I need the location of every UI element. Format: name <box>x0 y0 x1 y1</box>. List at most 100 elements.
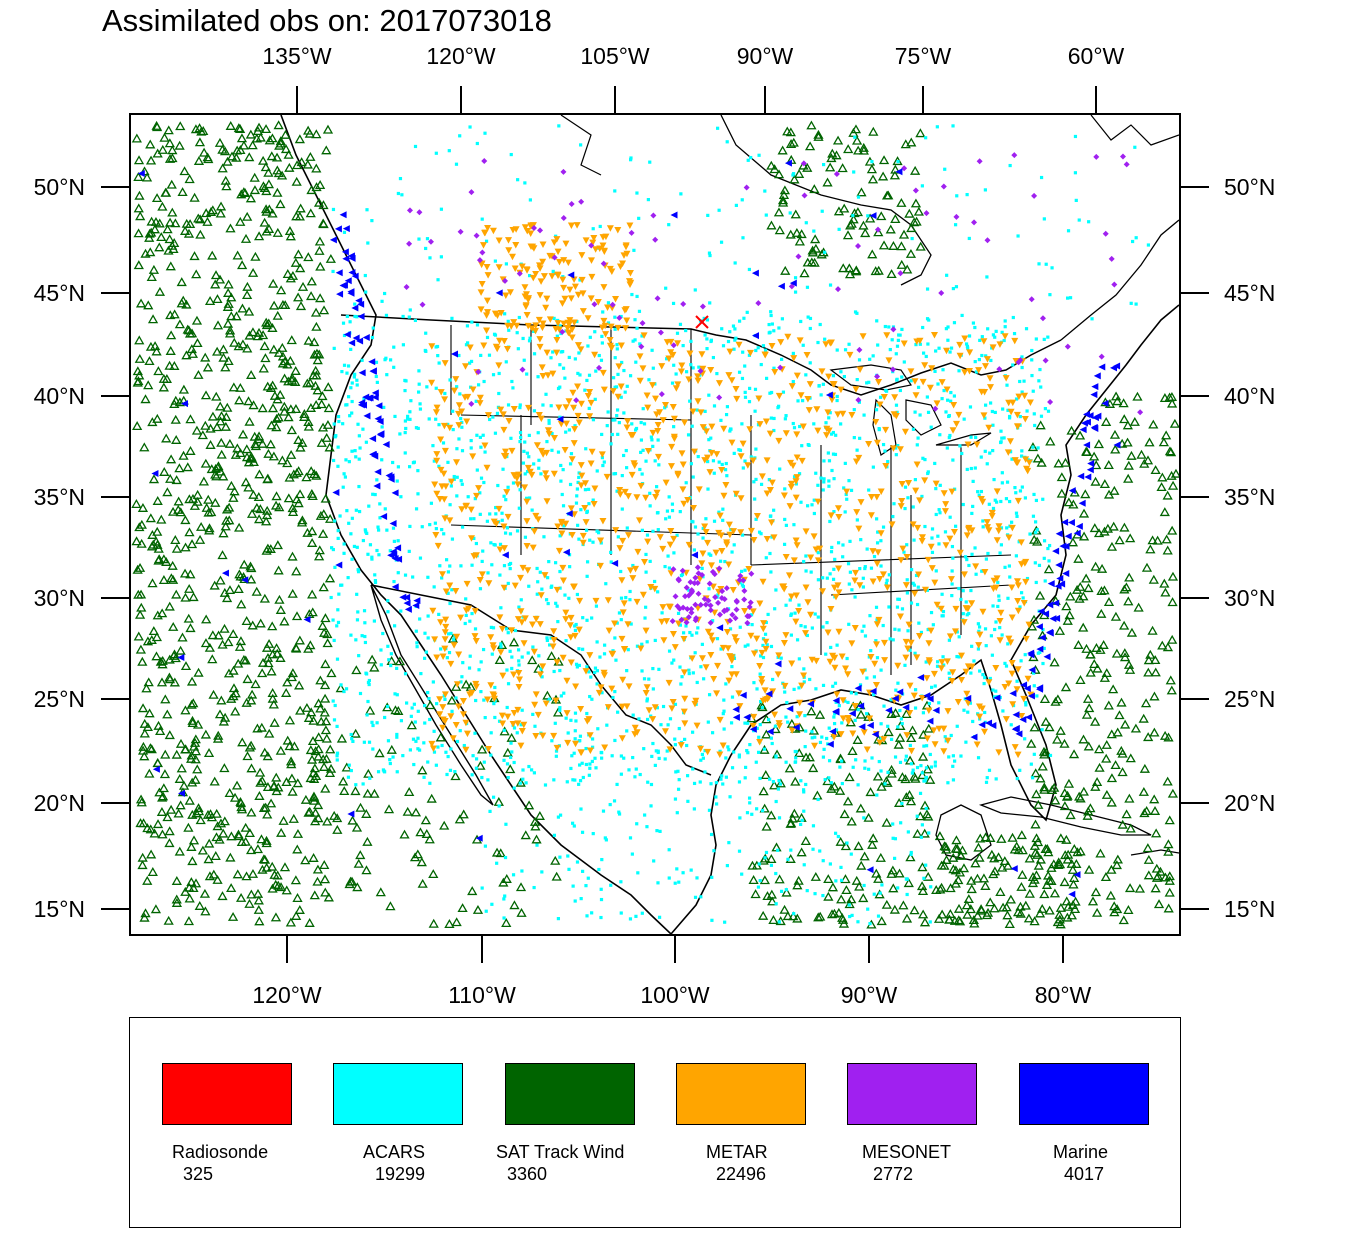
sat-track-wind-marker <box>287 507 299 516</box>
acars-marker <box>610 432 614 437</box>
acars-marker <box>536 431 540 435</box>
acars-marker <box>1041 497 1045 501</box>
acars-marker <box>1033 423 1037 428</box>
acars-marker <box>884 581 889 586</box>
acars-marker <box>984 644 988 648</box>
metar-marker <box>441 515 449 522</box>
acars-marker <box>411 461 416 465</box>
acars-marker <box>522 449 526 453</box>
acars-marker <box>1036 446 1040 450</box>
metar-marker <box>792 537 800 544</box>
acars-marker <box>919 835 923 839</box>
acars-marker <box>460 525 465 529</box>
sat-track-wind-marker <box>1034 908 1046 918</box>
sat-track-wind-marker <box>273 120 284 130</box>
metar-marker <box>639 591 647 599</box>
acars-marker <box>853 595 857 599</box>
metar-marker <box>732 638 740 645</box>
acars-marker <box>784 603 788 607</box>
acars-marker <box>761 344 766 348</box>
metar-marker <box>661 728 669 735</box>
acars-marker <box>784 414 788 418</box>
sat-track-wind-marker <box>307 537 318 547</box>
acars-marker <box>1028 532 1032 536</box>
sat-track-wind-marker <box>153 366 164 376</box>
sat-track-wind-marker <box>220 362 231 372</box>
metar-marker <box>1025 621 1033 629</box>
acars-marker <box>644 570 648 574</box>
metar-marker <box>781 682 789 690</box>
sat-track-wind-marker <box>915 128 926 138</box>
acars-marker <box>896 681 900 685</box>
acars-marker <box>971 479 975 483</box>
sat-track-wind-marker <box>170 218 181 228</box>
acars-marker <box>1022 379 1026 383</box>
acars-marker <box>676 611 681 615</box>
sat-track-wind-marker <box>416 857 427 867</box>
sat-track-wind-marker <box>132 564 143 574</box>
sat-track-wind-marker <box>262 782 274 792</box>
sat-track-wind-marker <box>546 651 557 661</box>
sat-track-wind-marker <box>944 914 955 924</box>
acars-marker <box>784 888 788 892</box>
metar-marker <box>830 381 838 388</box>
sat-track-wind-marker <box>245 193 257 203</box>
sat-track-wind-marker <box>257 155 269 165</box>
sat-track-wind-marker <box>145 513 156 523</box>
acars-marker <box>738 816 742 820</box>
acars-marker <box>556 815 561 819</box>
sat-track-wind-marker <box>185 414 196 424</box>
acars-marker <box>468 361 472 365</box>
metar-marker <box>905 621 913 629</box>
metar-marker <box>955 411 963 419</box>
acars-marker <box>332 458 336 463</box>
sat-track-wind-marker <box>1032 849 1043 859</box>
sat-track-wind-marker <box>224 585 236 595</box>
metar-marker <box>588 448 596 456</box>
acars-marker <box>479 689 483 694</box>
acars-marker <box>970 511 974 516</box>
acars-marker <box>506 319 510 323</box>
sat-track-wind-marker <box>768 915 779 925</box>
acars-marker <box>743 568 747 572</box>
metar-marker <box>562 404 570 411</box>
acars-marker <box>648 491 652 495</box>
acars-marker <box>973 466 977 470</box>
acars-marker <box>871 354 875 358</box>
acars-marker <box>1009 450 1013 454</box>
acars-marker <box>925 395 929 399</box>
acars-marker <box>924 776 928 780</box>
sat-track-wind-marker <box>410 807 422 817</box>
sat-track-wind-marker <box>163 125 174 135</box>
acars-marker <box>737 780 742 784</box>
sat-track-wind-marker <box>1139 763 1150 773</box>
metar-marker <box>699 550 707 558</box>
acars-marker <box>408 417 412 421</box>
acars-marker <box>806 315 810 319</box>
acars-marker <box>807 443 811 447</box>
acars-marker <box>683 737 687 741</box>
sat-track-wind-marker <box>284 472 295 482</box>
acars-marker <box>436 278 440 282</box>
sat-track-wind-marker <box>291 611 303 621</box>
acars-marker <box>793 760 798 764</box>
acars-marker <box>616 710 620 714</box>
sat-track-wind-marker <box>369 662 380 672</box>
sat-track-wind-marker <box>837 163 848 173</box>
acars-marker <box>552 316 556 321</box>
sat-track-wind-marker <box>291 176 302 186</box>
sat-track-wind-marker <box>236 599 247 609</box>
acars-marker <box>678 509 682 514</box>
metar-marker <box>685 541 693 549</box>
acars-marker <box>1047 559 1051 563</box>
acars-marker <box>973 325 977 330</box>
sat-track-wind-marker <box>147 417 158 427</box>
acars-marker <box>650 438 654 442</box>
sat-track-wind-marker <box>1110 444 1121 454</box>
acars-marker <box>687 671 691 676</box>
acars-marker <box>865 381 869 385</box>
acars-marker <box>718 749 722 753</box>
acars-marker <box>809 570 813 574</box>
metar-marker <box>559 577 567 584</box>
metar-marker <box>447 713 455 720</box>
